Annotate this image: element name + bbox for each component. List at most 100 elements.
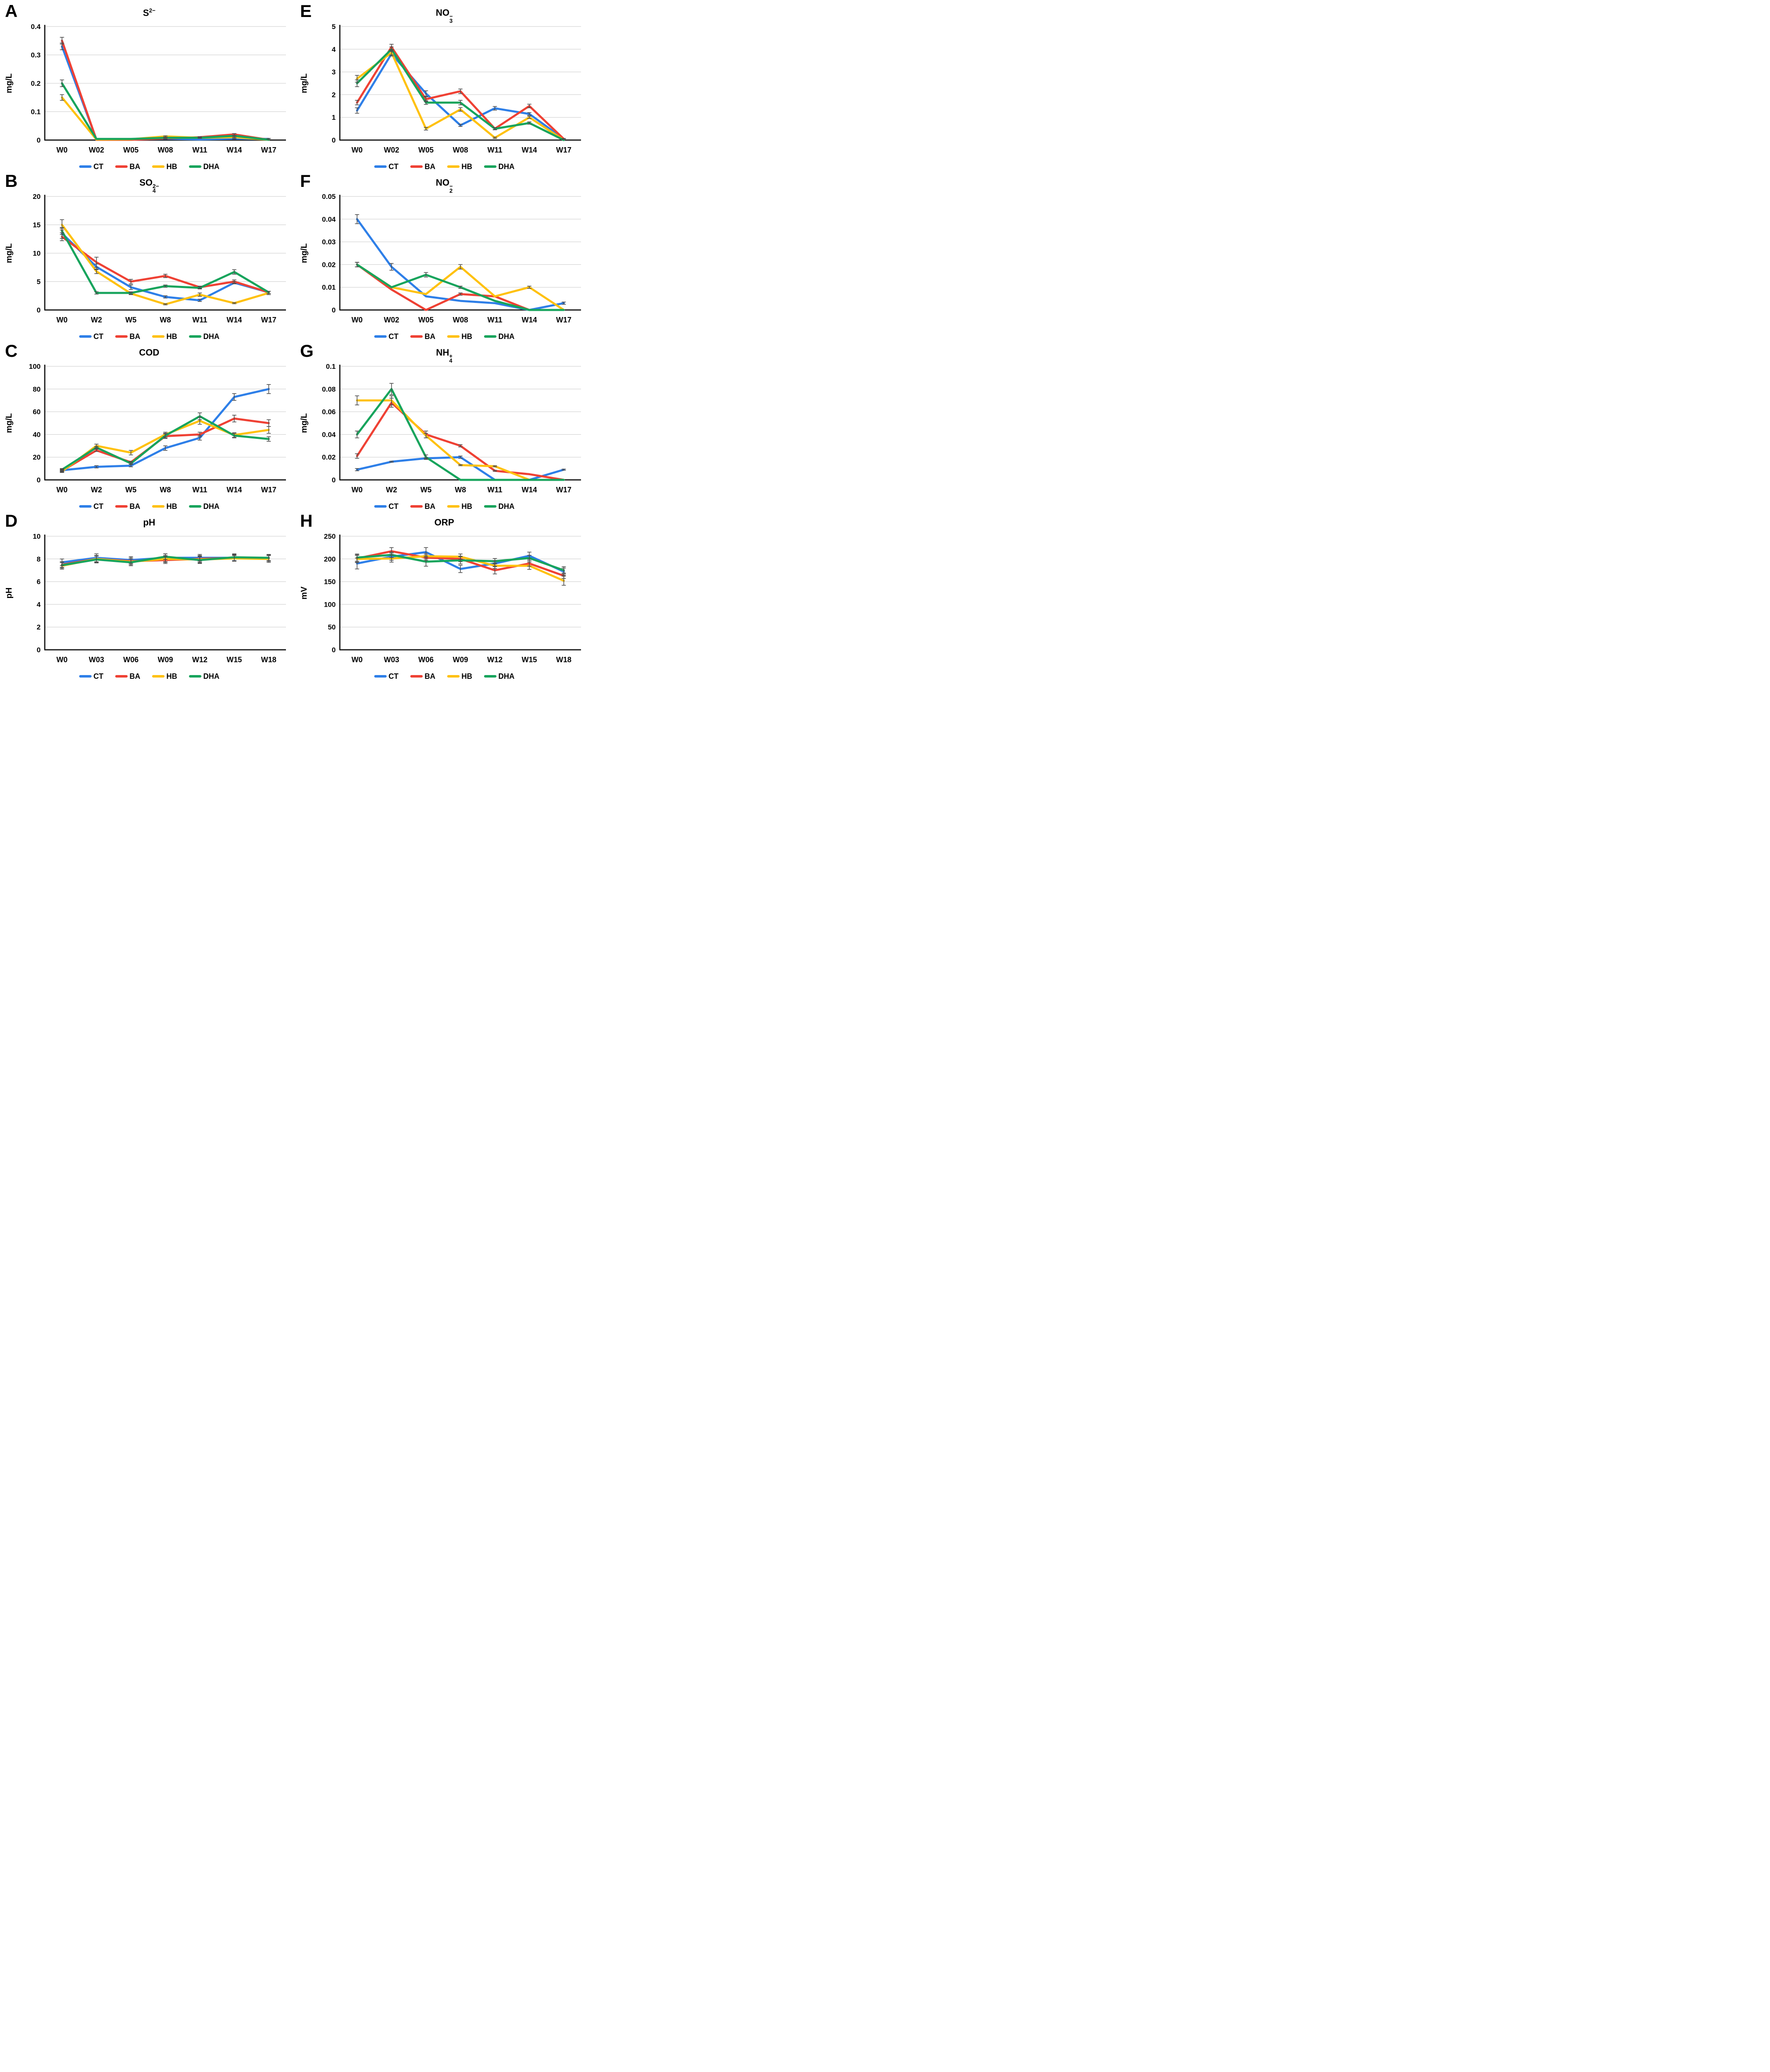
chart-legend: CT BA HB DHA	[297, 670, 592, 683]
y-tick-label: 80	[33, 385, 41, 393]
error-bar	[355, 100, 359, 105]
series-line-BA	[61, 417, 270, 472]
error-bar	[424, 272, 428, 278]
error-bar	[424, 100, 428, 105]
y-tick-label: 0.02	[322, 261, 336, 269]
y-tick-label: 0.08	[322, 385, 336, 393]
panel-header: F NO −2	[297, 171, 592, 194]
y-tick-label: 2	[332, 91, 336, 99]
error-bar	[94, 465, 99, 469]
legend-item-DHA: DHA	[484, 672, 515, 681]
y-tick-label: 0.2	[31, 80, 41, 87]
error-bar	[163, 553, 167, 560]
error-bar	[493, 127, 497, 130]
legend-item-HB: HB	[152, 162, 177, 171]
panel-letter: G	[300, 341, 314, 361]
y-axis-label: mg/L	[5, 73, 14, 93]
error-bar	[232, 433, 237, 438]
figure-grid: A S2− 0 0.1 0.2 0.3 0.4 mg/L W0 W02 W05 W08 W11 W14 W1…	[0, 0, 592, 686]
x-tick-label: W0	[351, 656, 363, 664]
error-bar	[458, 556, 462, 564]
legend-label: CT	[93, 162, 104, 171]
chart-legend: CT BA HB DHA	[2, 160, 297, 173]
x-tick-label: W8	[455, 486, 466, 494]
legend-label: CT	[93, 502, 104, 511]
error-bar	[128, 559, 133, 566]
y-tick-label: 0.3	[31, 51, 41, 59]
error-bar	[458, 88, 462, 94]
error-bar	[163, 295, 167, 299]
x-tick-label: W14	[522, 316, 537, 324]
error-bar	[424, 557, 428, 567]
error-bar	[355, 214, 359, 224]
x-tick-label: W15	[522, 656, 537, 664]
error-bar	[527, 104, 532, 108]
y-tick-label: 4	[332, 46, 336, 53]
error-bar	[389, 552, 394, 558]
x-tick-label: W0	[56, 316, 68, 324]
panel-header: H ORP	[297, 512, 592, 531]
legend-line-swatch	[410, 165, 423, 168]
y-tick-label: 0	[332, 306, 336, 314]
error-bar	[493, 465, 497, 467]
y-axis-label: mg/L	[300, 243, 309, 263]
error-bar	[355, 395, 359, 405]
y-axis-label: pH	[5, 588, 14, 599]
error-bar	[232, 553, 237, 561]
y-tick-label: 10	[33, 533, 41, 540]
legend-line-swatch	[410, 335, 423, 338]
error-bar	[527, 112, 532, 116]
x-tick-label: W11	[192, 316, 207, 324]
legend-label: DHA	[498, 672, 515, 680]
legend-line-swatch	[410, 675, 423, 678]
series-line-BA	[61, 39, 270, 141]
error-bar	[232, 279, 237, 284]
y-tick-label: 1	[332, 114, 336, 121]
legend-line-swatch	[115, 675, 128, 678]
legend-item-HB: HB	[152, 332, 177, 341]
x-tick-label: W5	[125, 316, 136, 324]
legend-label: BA	[424, 672, 436, 680]
legend-item-HB: HB	[152, 672, 177, 681]
y-tick-label: 0	[37, 306, 41, 314]
error-bar	[94, 257, 99, 268]
panel-F: F NO −2 0 0.01 0.02 0.03 0.04 0.05 mg/L W0 W02 W05 W0…	[297, 172, 592, 342]
y-tick-label: 0.04	[322, 215, 336, 223]
legend-line-swatch	[79, 165, 92, 168]
error-bar	[424, 454, 428, 460]
chart-canvas-F: 0 0.01 0.02 0.03 0.04 0.05 mg/L W0 W02 W05 W08 W11 W…	[300, 193, 581, 324]
y-tick-label: 5	[332, 23, 336, 31]
error-bar	[458, 100, 462, 105]
y-tick-label: 0.1	[326, 363, 336, 370]
error-bar	[163, 445, 167, 451]
x-tick-label: W2	[91, 316, 102, 324]
panel-letter: F	[300, 171, 311, 191]
error-bar	[458, 293, 462, 296]
legend-item-BA: BA	[410, 672, 436, 681]
panel-header: G NH +4	[297, 341, 592, 364]
x-tick-label: W12	[487, 656, 503, 664]
error-bar	[493, 137, 497, 139]
legend-line-swatch	[79, 505, 92, 508]
error-bar	[128, 279, 133, 284]
x-tick-label: W18	[261, 656, 276, 664]
legend-item-DHA: DHA	[484, 332, 515, 341]
error-bar	[60, 227, 64, 235]
legend-line-swatch	[79, 675, 92, 678]
chart-legend: CT BA HB DHA	[297, 500, 592, 513]
x-tick-label: W0	[56, 146, 68, 154]
error-bar	[493, 106, 497, 111]
x-tick-label: W17	[261, 316, 276, 324]
legend-item-BA: BA	[115, 162, 140, 171]
series-line-HB	[356, 51, 565, 141]
y-tick-label: 2	[37, 623, 41, 631]
error-bar	[128, 450, 133, 455]
error-bar	[198, 432, 202, 437]
error-bar	[94, 269, 99, 274]
legend-line-swatch	[484, 675, 496, 678]
panel-header: B SO 2− 4	[2, 172, 297, 194]
error-bar	[266, 554, 271, 561]
y-tick-label: 0	[37, 646, 41, 654]
legend-item-HB: HB	[447, 332, 472, 341]
error-bar	[527, 286, 532, 289]
